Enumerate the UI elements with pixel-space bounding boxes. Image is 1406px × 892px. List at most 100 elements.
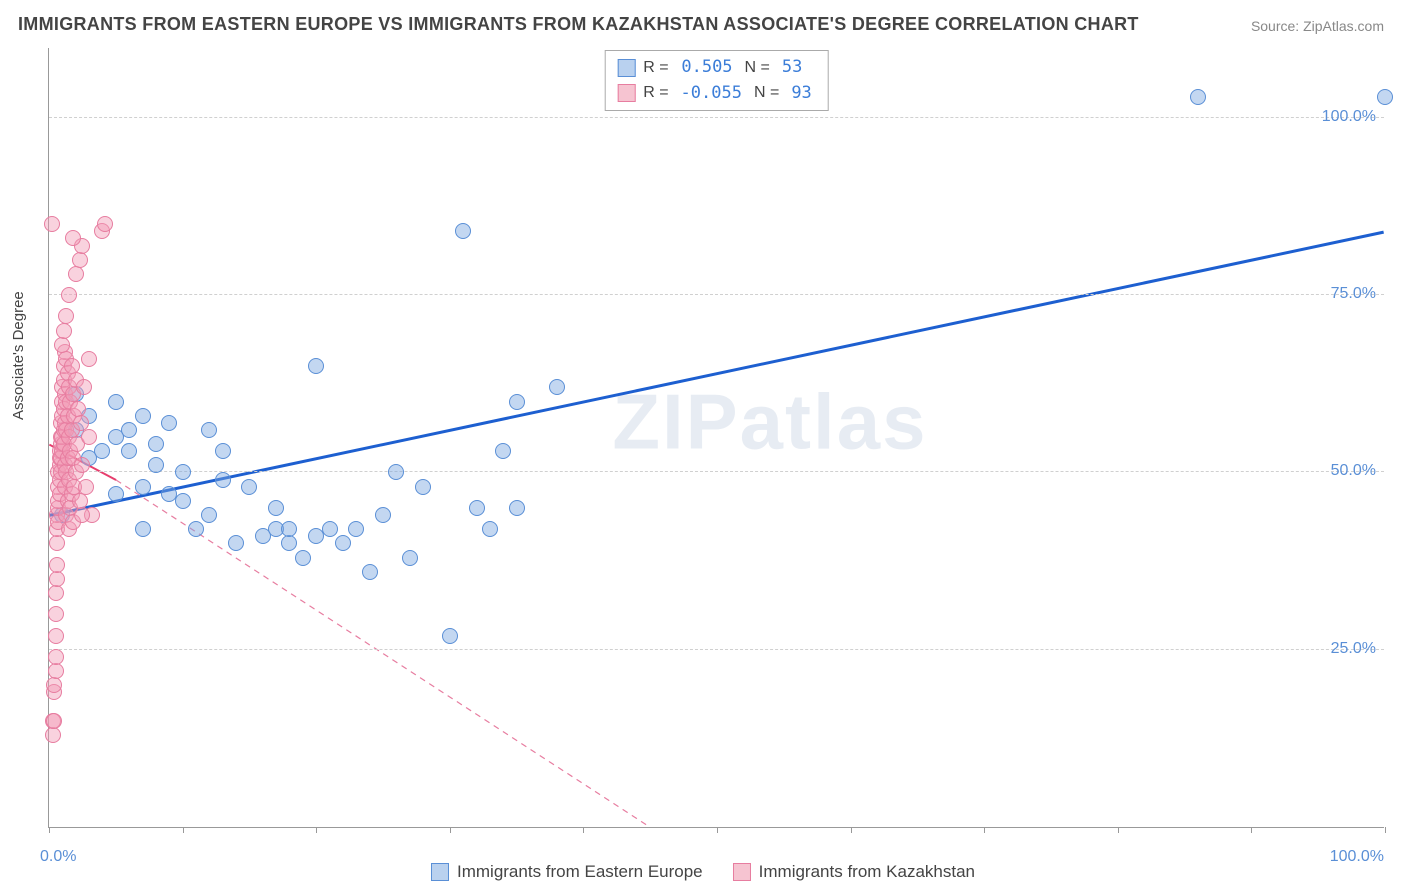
data-point-eastern-europe [415, 479, 431, 495]
data-point-kazakhstan [45, 727, 61, 743]
data-point-kazakhstan [49, 557, 65, 573]
data-point-eastern-europe [295, 550, 311, 566]
n-label: N = [754, 81, 779, 105]
x-tick [49, 827, 50, 833]
x-tick [851, 827, 852, 833]
data-point-eastern-europe [148, 457, 164, 473]
data-point-eastern-europe [135, 479, 151, 495]
data-point-eastern-europe [455, 223, 471, 239]
x-tick [450, 827, 451, 833]
legend-row: R = 0.505 N = 53 [617, 55, 816, 81]
data-point-eastern-europe [148, 436, 164, 452]
data-point-kazakhstan [46, 713, 62, 729]
gridline-h [49, 294, 1384, 295]
x-tick [316, 827, 317, 833]
n-label: N = [745, 56, 770, 80]
legend-swatch-pink [617, 84, 635, 102]
data-point-eastern-europe [442, 628, 458, 644]
legend-correlation-box: R = 0.505 N = 53 R = -0.055 N = 93 [604, 50, 829, 111]
y-tick-label: 25.0% [1331, 640, 1376, 658]
r-value: 0.505 [677, 55, 737, 81]
watermark: ZIPatlas [612, 376, 927, 467]
data-point-kazakhstan [48, 663, 64, 679]
x-tick [1385, 827, 1386, 833]
data-point-eastern-europe [375, 507, 391, 523]
n-value: 53 [778, 55, 806, 81]
data-point-eastern-europe [1190, 89, 1206, 105]
data-point-kazakhstan [54, 337, 70, 353]
data-point-eastern-europe [228, 535, 244, 551]
data-point-kazakhstan [48, 628, 64, 644]
legend-row: R = -0.055 N = 93 [617, 81, 816, 107]
data-point-eastern-europe [322, 521, 338, 537]
n-value: 93 [787, 81, 815, 107]
data-point-kazakhstan [49, 571, 65, 587]
legend-swatch-blue [431, 863, 449, 881]
legend-label: Immigrants from Kazakhstan [759, 862, 975, 882]
data-point-kazakhstan [74, 457, 90, 473]
data-point-eastern-europe [281, 521, 297, 537]
x-tick [183, 827, 184, 833]
data-point-eastern-europe [121, 443, 137, 459]
data-point-eastern-europe [509, 500, 525, 516]
y-axis-label: Associate's Degree [10, 291, 27, 420]
data-point-eastern-europe [135, 521, 151, 537]
source-label: Source: ZipAtlas.com [1251, 18, 1384, 34]
data-point-eastern-europe [241, 479, 257, 495]
x-tick [717, 827, 718, 833]
data-point-kazakhstan [48, 585, 64, 601]
data-point-eastern-europe [201, 422, 217, 438]
gridline-h [49, 471, 1384, 472]
data-point-kazakhstan [44, 216, 60, 232]
data-point-kazakhstan [56, 323, 72, 339]
data-point-eastern-europe [175, 464, 191, 480]
chart-title: IMMIGRANTS FROM EASTERN EUROPE VS IMMIGR… [18, 14, 1139, 35]
data-point-eastern-europe [215, 472, 231, 488]
data-point-kazakhstan [61, 287, 77, 303]
data-point-kazakhstan [48, 649, 64, 665]
data-point-eastern-europe [121, 422, 137, 438]
legend-swatch-pink [733, 863, 751, 881]
data-point-kazakhstan [58, 308, 74, 324]
trend-lines-layer [49, 48, 1384, 827]
data-point-eastern-europe [94, 443, 110, 459]
data-point-eastern-europe [1377, 89, 1393, 105]
data-point-kazakhstan [72, 252, 88, 268]
legend-item: Immigrants from Kazakhstan [733, 862, 975, 882]
data-point-kazakhstan [78, 479, 94, 495]
trend-line [49, 232, 1383, 515]
data-point-eastern-europe [188, 521, 204, 537]
data-point-eastern-europe [348, 521, 364, 537]
y-tick-label: 100.0% [1322, 108, 1376, 126]
x-tick [1118, 827, 1119, 833]
data-point-eastern-europe [135, 408, 151, 424]
data-point-eastern-europe [402, 550, 418, 566]
data-point-kazakhstan [81, 351, 97, 367]
data-point-eastern-europe [108, 486, 124, 502]
data-point-eastern-europe [482, 521, 498, 537]
chart-plot-area: ZIPatlas R = 0.505 N = 53 R = -0.055 N =… [48, 48, 1384, 828]
r-value: -0.055 [677, 81, 746, 107]
x-tick [583, 827, 584, 833]
data-point-eastern-europe [201, 507, 217, 523]
x-axis-max-label: 100.0% [1330, 848, 1384, 866]
data-point-eastern-europe [362, 564, 378, 580]
data-point-kazakhstan [46, 677, 62, 693]
data-point-kazakhstan [76, 379, 92, 395]
data-point-eastern-europe [108, 394, 124, 410]
data-point-eastern-europe [268, 500, 284, 516]
gridline-h [49, 649, 1384, 650]
r-label: R = [643, 56, 668, 80]
x-tick [1251, 827, 1252, 833]
data-point-kazakhstan [81, 429, 97, 445]
data-point-eastern-europe [388, 464, 404, 480]
gridline-h [49, 117, 1384, 118]
y-tick-label: 50.0% [1331, 462, 1376, 480]
r-label: R = [643, 81, 668, 105]
data-point-eastern-europe [215, 443, 231, 459]
x-axis-min-label: 0.0% [40, 848, 76, 866]
y-tick-label: 75.0% [1331, 285, 1376, 303]
legend-label: Immigrants from Eastern Europe [457, 862, 703, 882]
data-point-kazakhstan [48, 606, 64, 622]
data-point-kazakhstan [65, 230, 81, 246]
